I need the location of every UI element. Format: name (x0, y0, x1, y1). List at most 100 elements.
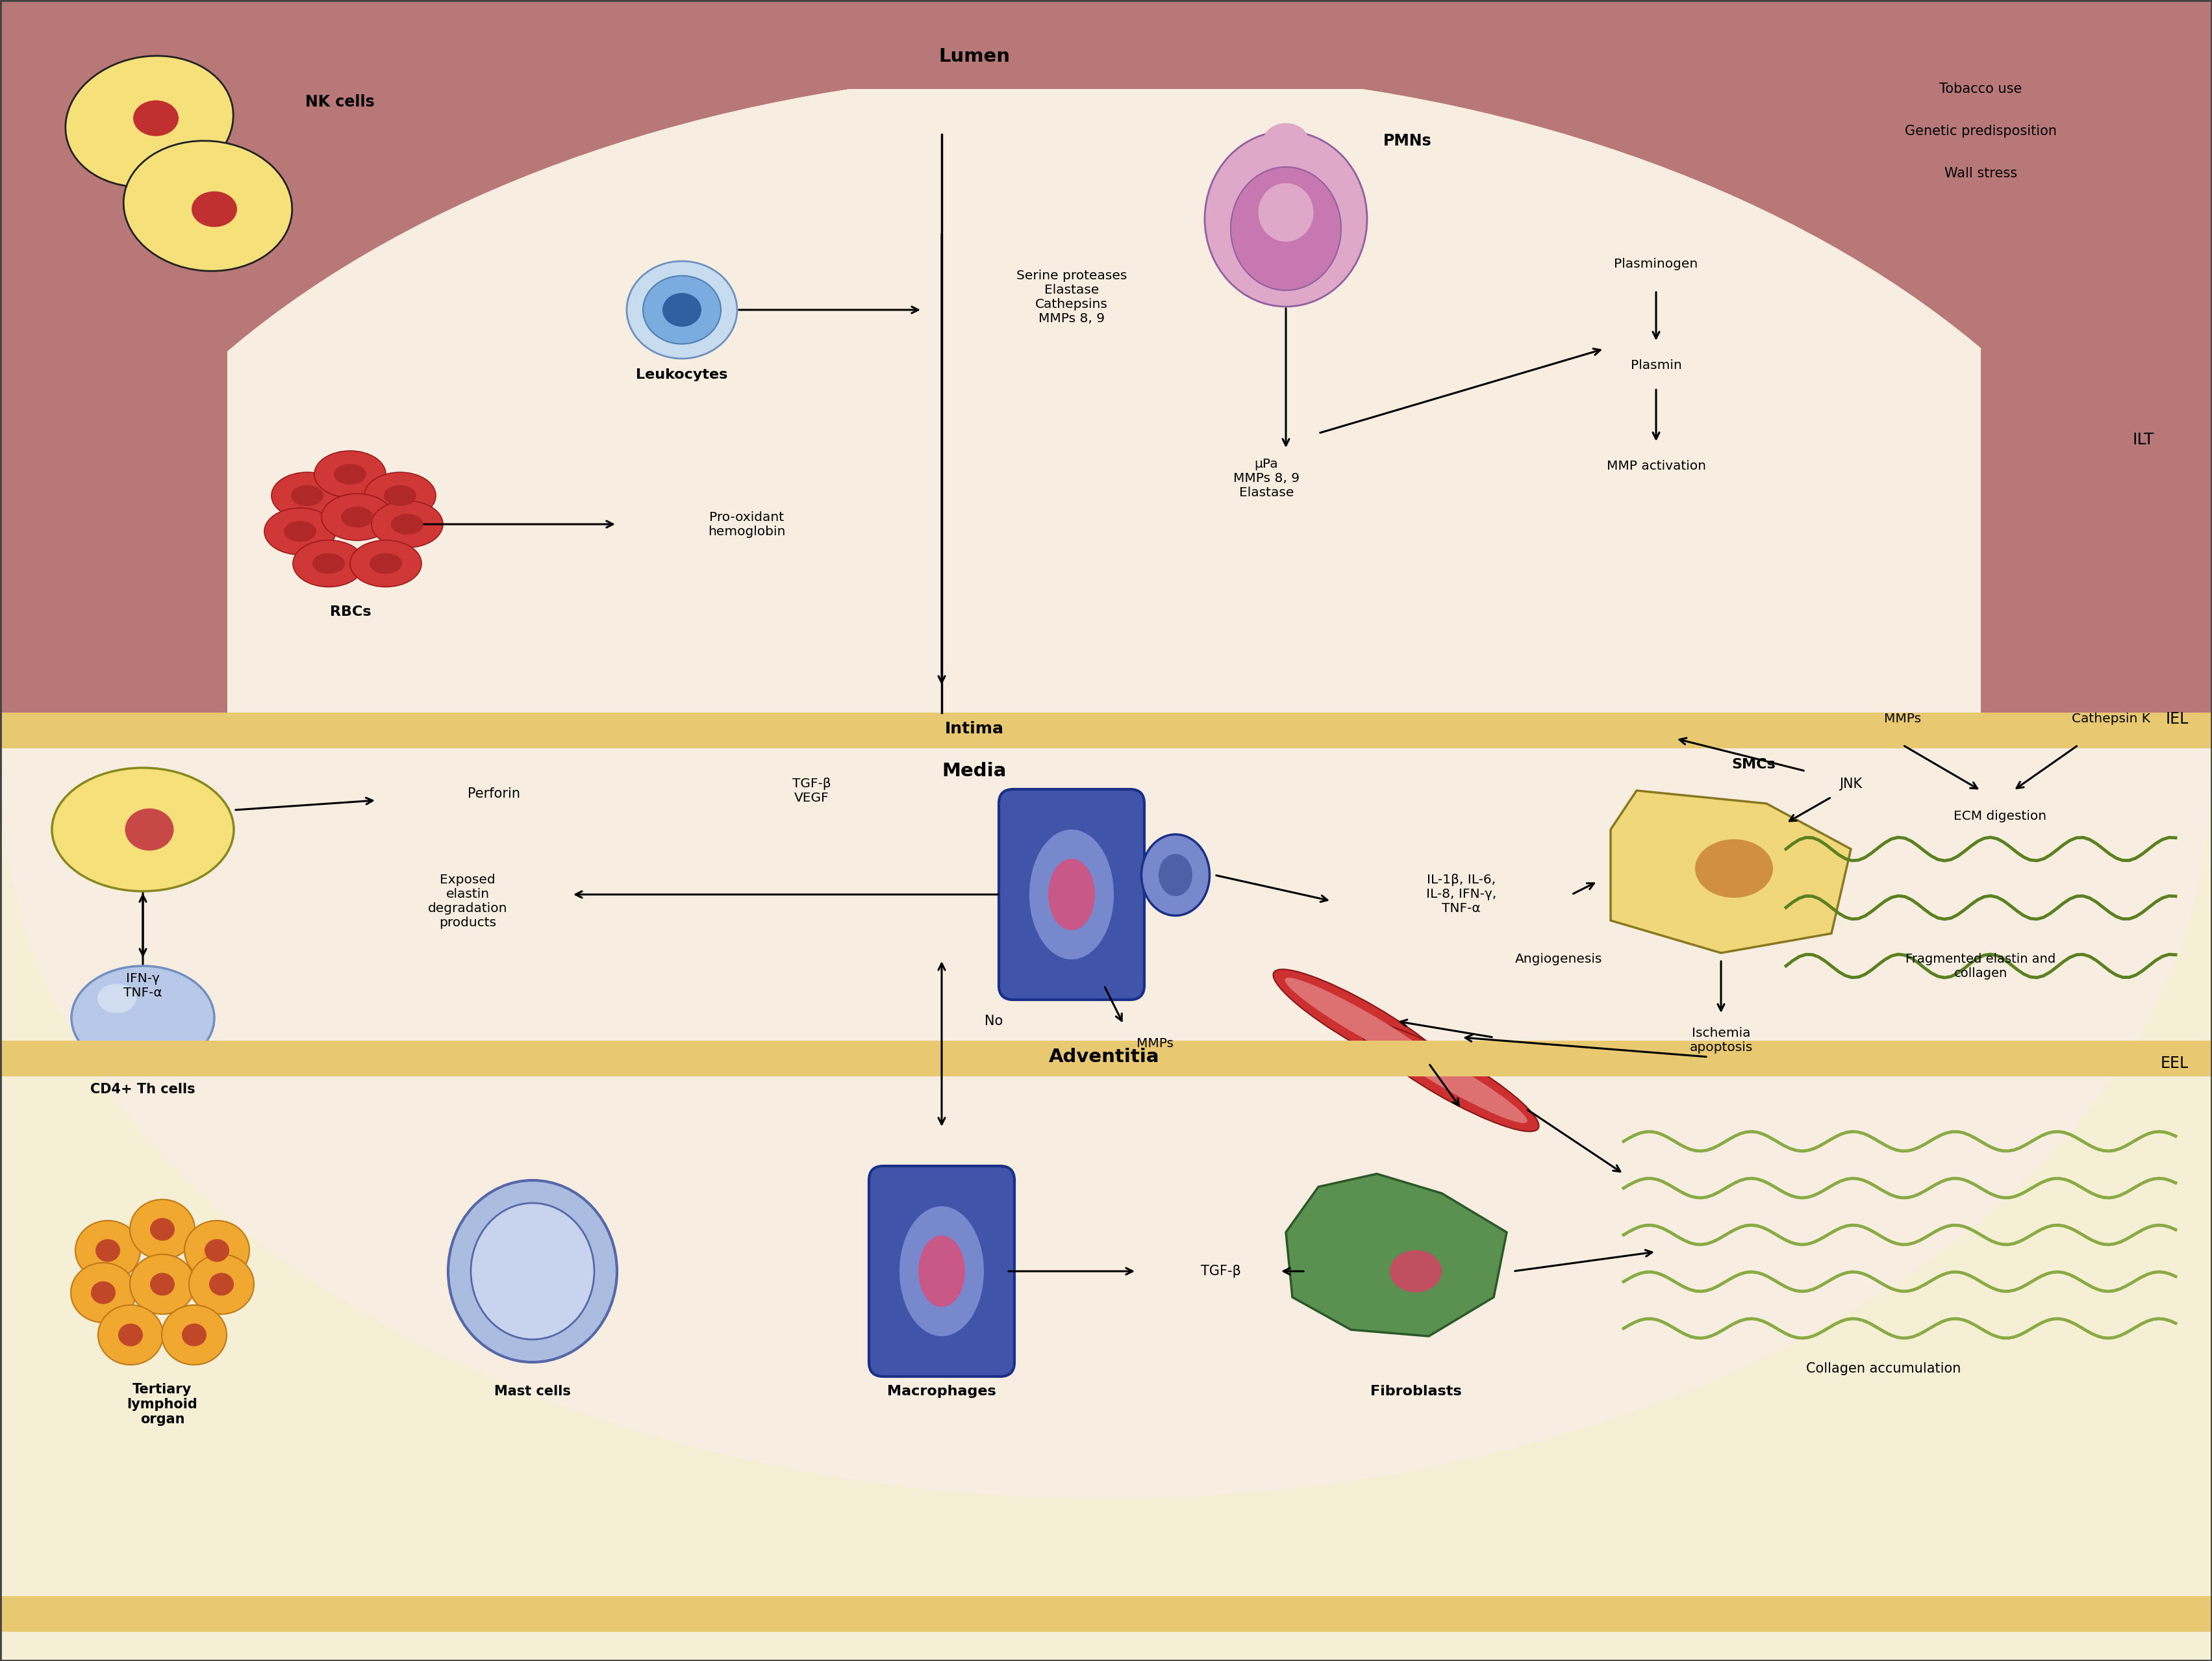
Text: Lumen: Lumen (938, 48, 1011, 65)
Ellipse shape (95, 1239, 119, 1262)
Text: IL-1β, IL-6,
IL-8, IFN-γ,
TNF-α: IL-1β, IL-6, IL-8, IFN-γ, TNF-α (1427, 874, 1495, 915)
Text: Tobacco use: Tobacco use (1940, 83, 2022, 95)
Text: Cathepsin K: Cathepsin K (2070, 713, 2150, 726)
Ellipse shape (292, 540, 365, 586)
Text: Mast cells: Mast cells (493, 1385, 571, 1399)
Ellipse shape (1694, 839, 1774, 897)
Text: Fibroblasts: Fibroblasts (1369, 1385, 1462, 1399)
Text: TGF-β
VEGF: TGF-β VEGF (792, 777, 832, 804)
Ellipse shape (312, 553, 345, 575)
Ellipse shape (1159, 854, 1192, 895)
FancyBboxPatch shape (1000, 789, 1144, 1000)
Text: Fragmented elastin and
collagen: Fragmented elastin and collagen (1907, 953, 2055, 980)
Text: Angiogenesis: Angiogenesis (1515, 953, 1601, 965)
Ellipse shape (314, 450, 385, 498)
Ellipse shape (188, 1254, 254, 1314)
Ellipse shape (626, 261, 737, 359)
Ellipse shape (1206, 131, 1367, 307)
Ellipse shape (263, 508, 336, 555)
Bar (0, 784, 2212, 1661)
Ellipse shape (449, 1181, 617, 1362)
Ellipse shape (1358, 1022, 1540, 1131)
Ellipse shape (97, 1306, 164, 1365)
Ellipse shape (1285, 978, 1442, 1071)
Text: Macrophages: Macrophages (887, 1385, 995, 1399)
Text: IFN-γ
TNF-α: IFN-γ TNF-α (124, 972, 161, 998)
Ellipse shape (341, 507, 374, 528)
Text: Perforin: Perforin (467, 787, 520, 801)
Bar (0, 1041, 2212, 1076)
Text: Exposed
elastin
degradation
products: Exposed elastin degradation products (427, 874, 507, 928)
Ellipse shape (97, 983, 137, 1013)
Text: Wall stress: Wall stress (1944, 168, 2017, 179)
Ellipse shape (1259, 183, 1314, 241)
Text: Adventitia: Adventitia (1048, 1048, 1159, 1066)
Ellipse shape (644, 276, 721, 344)
Text: Plasminogen: Plasminogen (1615, 257, 1699, 271)
Text: ILT: ILT (2132, 432, 2154, 447)
Ellipse shape (471, 1203, 595, 1339)
Text: MMPs: MMPs (1885, 713, 1922, 726)
Ellipse shape (192, 191, 237, 228)
Ellipse shape (1029, 829, 1115, 960)
Polygon shape (1285, 1174, 1506, 1335)
Ellipse shape (161, 1306, 226, 1365)
Text: Intima: Intima (945, 721, 1004, 736)
Ellipse shape (1263, 123, 1310, 159)
Ellipse shape (210, 1272, 234, 1296)
Bar (0, 1596, 2212, 1631)
Ellipse shape (365, 472, 436, 518)
Ellipse shape (1369, 1030, 1526, 1123)
Ellipse shape (51, 767, 234, 892)
Ellipse shape (334, 463, 367, 485)
Text: MMPs: MMPs (1137, 1038, 1175, 1050)
Bar (1980, 0, 2212, 749)
Text: Media: Media (942, 762, 1006, 781)
Bar (0, 749, 2212, 1661)
Ellipse shape (91, 1281, 115, 1304)
Ellipse shape (1230, 168, 1340, 291)
Bar (0, 713, 2212, 749)
Ellipse shape (150, 1218, 175, 1241)
Text: EEL: EEL (2161, 1056, 2188, 1071)
Text: IEL: IEL (2166, 711, 2188, 728)
Ellipse shape (71, 967, 215, 1070)
Ellipse shape (1389, 1251, 1442, 1292)
Ellipse shape (321, 493, 394, 540)
Ellipse shape (124, 141, 292, 271)
Text: Pro-oxidant
hemoglobin: Pro-oxidant hemoglobin (708, 512, 785, 538)
Polygon shape (1610, 791, 1851, 953)
Ellipse shape (369, 553, 403, 575)
Ellipse shape (349, 540, 422, 586)
Bar (0, 749, 2212, 1661)
Ellipse shape (900, 1206, 984, 1335)
Ellipse shape (66, 56, 232, 188)
Text: CD4+ Th cells: CD4+ Th cells (91, 1083, 195, 1096)
Text: Serine proteases
Elastase
Cathepsins
MMPs 8, 9: Serine proteases Elastase Cathepsins MMP… (1015, 269, 1126, 324)
Ellipse shape (204, 1239, 230, 1262)
Text: Genetic predisposition: Genetic predisposition (1905, 125, 2057, 138)
Text: ECM digestion: ECM digestion (1953, 811, 2046, 822)
Ellipse shape (283, 522, 316, 541)
Text: μPa
MMPs 8, 9
Elastase: μPa MMPs 8, 9 Elastase (1234, 458, 1298, 500)
Ellipse shape (385, 485, 416, 507)
Ellipse shape (392, 513, 422, 535)
FancyBboxPatch shape (869, 1166, 1015, 1377)
Ellipse shape (75, 1221, 139, 1281)
Ellipse shape (661, 292, 701, 327)
Ellipse shape (181, 1324, 206, 1347)
Ellipse shape (126, 809, 175, 850)
Text: No: No (984, 1015, 1002, 1028)
Ellipse shape (372, 502, 442, 548)
Ellipse shape (1141, 834, 1210, 915)
Text: Tertiary
lymphoid
organ: Tertiary lymphoid organ (126, 1384, 197, 1427)
Text: Ischemia
apoptosis: Ischemia apoptosis (1690, 1026, 1752, 1055)
Text: RBCs: RBCs (330, 605, 372, 618)
Ellipse shape (150, 1272, 175, 1296)
Text: NK cells: NK cells (305, 95, 374, 110)
Ellipse shape (133, 100, 179, 136)
Ellipse shape (272, 472, 343, 518)
Ellipse shape (131, 1254, 195, 1314)
Bar (0, 0, 228, 749)
Ellipse shape (2, 70, 2210, 1498)
